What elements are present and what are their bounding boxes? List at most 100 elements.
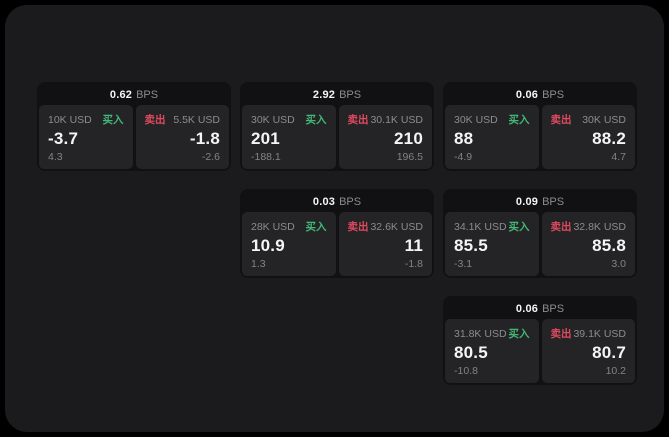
bps-header: 0.06 BPS (445, 84, 635, 105)
quote-card: 0.03 BPS 28K USD 买入 10.9 1.3 卖出 32.6K US… (240, 189, 434, 278)
sell-side-label: 卖出 (550, 221, 572, 233)
bps-unit-label: BPS (339, 88, 362, 101)
sell-side-label: 卖出 (347, 221, 369, 233)
sell-amount: 32.6K USD (370, 220, 423, 233)
quote-card: 0.09 BPS 34.1K USD 买入 85.5 -3.1 卖出 32.8K… (443, 189, 637, 278)
sell-side-label: 卖出 (550, 114, 572, 126)
sell-value: 85.8 (592, 236, 626, 255)
buy-value: -3.7 (48, 129, 79, 148)
sell-delta: 4.7 (611, 151, 626, 163)
buy-delta: -4.9 (454, 151, 473, 163)
sell-value: 210 (394, 129, 423, 148)
sell-side-label: 卖出 (144, 114, 166, 126)
sell-tile[interactable]: 卖出 30.1K USD 210 196.5 (338, 105, 432, 169)
buy-tile[interactable]: 28K USD 买入 10.9 1.3 (242, 212, 336, 276)
sell-tile[interactable]: 卖出 32.8K USD 85.8 3.0 (541, 212, 635, 276)
quote-tiles: 30K USD 买入 201 -188.1 卖出 30.1K USD 210 1… (242, 105, 432, 169)
buy-tile-top: 34.1K USD 买入 (454, 219, 530, 234)
buy-value: 80.5 (454, 343, 488, 362)
bps-unit-label: BPS (339, 195, 362, 208)
sell-tile-top: 卖出 30.1K USD (348, 112, 424, 127)
sell-tile[interactable]: 卖出 30K USD 88.2 4.7 (541, 105, 635, 169)
buy-tile-top: 31.8K USD 买入 (454, 326, 530, 341)
sell-delta: -2.6 (201, 151, 220, 163)
bps-value: 0.06 (515, 302, 539, 315)
buy-delta: -10.8 (454, 365, 478, 377)
buy-delta: -3.1 (454, 258, 473, 270)
sell-amount: 32.8K USD (573, 220, 626, 233)
quote-tiles: 10K USD 买入 -3.7 4.3 卖出 5.5K USD -1.8 -2.… (39, 105, 229, 169)
sell-delta: 196.5 (396, 151, 423, 163)
bps-value: 0.09 (515, 195, 539, 208)
buy-tile-top: 30K USD 买入 (454, 112, 530, 127)
bps-header: 2.92 BPS (242, 84, 432, 105)
sell-tile[interactable]: 卖出 39.1K USD 80.7 10.2 (541, 319, 635, 383)
buy-amount: 10K USD (48, 113, 92, 126)
buy-amount: 30K USD (251, 113, 295, 126)
buy-value: 201 (251, 129, 280, 148)
bps-unit-label: BPS (542, 195, 565, 208)
sell-delta: 10.2 (605, 365, 626, 377)
bps-header: 0.62 BPS (39, 84, 229, 105)
buy-tile-top: 10K USD 买入 (48, 112, 124, 127)
buy-amount: 28K USD (251, 220, 295, 233)
bps-header: 0.03 BPS (242, 191, 432, 212)
quote-tiles: 30K USD 买入 88 -4.9 卖出 30K USD 88.2 4.7 (445, 105, 635, 169)
sell-tile[interactable]: 卖出 5.5K USD -1.8 -2.6 (135, 105, 229, 169)
bps-value: 0.06 (515, 88, 539, 101)
buy-delta: -188.1 (251, 151, 281, 163)
buy-side-label: 买入 (305, 221, 327, 233)
bps-header: 0.06 BPS (445, 298, 635, 319)
buy-side-label: 买入 (508, 221, 530, 233)
quote-card: 0.62 BPS 10K USD 买入 -3.7 4.3 卖出 5.5K USD… (37, 82, 231, 171)
sell-delta: 3.0 (611, 258, 626, 270)
buy-tile-top: 28K USD 买入 (251, 219, 327, 234)
sell-tile[interactable]: 卖出 32.6K USD 11 -1.8 (338, 212, 432, 276)
buy-side-label: 买入 (102, 114, 124, 126)
buy-delta: 4.3 (48, 151, 63, 163)
sell-value: 80.7 (592, 343, 626, 362)
bps-header: 0.09 BPS (445, 191, 635, 212)
quote-card: 0.06 BPS 31.8K USD 买入 80.5 -10.8 卖出 39.1… (443, 296, 637, 385)
buy-delta: 1.3 (251, 258, 266, 270)
sell-tile-top: 卖出 32.6K USD (348, 219, 424, 234)
sell-tile-top: 卖出 32.8K USD (551, 219, 627, 234)
buy-value: 88 (454, 129, 474, 148)
quote-tiles: 34.1K USD 买入 85.5 -3.1 卖出 32.8K USD 85.8… (445, 212, 635, 276)
bps-value: 2.92 (312, 88, 336, 101)
quote-tiles: 31.8K USD 买入 80.5 -10.8 卖出 39.1K USD 80.… (445, 319, 635, 383)
buy-amount: 31.8K USD (454, 327, 507, 340)
bps-value: 0.62 (109, 88, 133, 101)
buy-tile[interactable]: 31.8K USD 买入 80.5 -10.8 (445, 319, 539, 383)
sell-amount: 5.5K USD (173, 113, 220, 126)
cards-grid: 0.62 BPS 10K USD 买入 -3.7 4.3 卖出 5.5K USD… (37, 82, 637, 385)
buy-value: 85.5 (454, 236, 488, 255)
sell-amount: 30K USD (582, 113, 626, 126)
bps-unit-label: BPS (542, 302, 565, 315)
sell-side-label: 卖出 (550, 328, 572, 340)
buy-side-label: 买入 (508, 114, 530, 126)
buy-amount: 34.1K USD (454, 220, 507, 233)
quote-card: 0.06 BPS 30K USD 买入 88 -4.9 卖出 30K USD 8… (443, 82, 637, 171)
buy-side-label: 买入 (305, 114, 327, 126)
buy-amount: 30K USD (454, 113, 498, 126)
buy-tile[interactable]: 34.1K USD 买入 85.5 -3.1 (445, 212, 539, 276)
sell-tile-top: 卖出 30K USD (551, 112, 627, 127)
buy-tile[interactable]: 30K USD 买入 88 -4.9 (445, 105, 539, 169)
sell-value: 88.2 (592, 129, 626, 148)
sell-value: 11 (404, 236, 423, 255)
quote-tiles: 28K USD 买入 10.9 1.3 卖出 32.6K USD 11 -1.8 (242, 212, 432, 276)
sell-delta: -1.8 (404, 258, 423, 270)
sell-amount: 30.1K USD (370, 113, 423, 126)
buy-tile-top: 30K USD 买入 (251, 112, 327, 127)
buy-tile[interactable]: 30K USD 买入 201 -188.1 (242, 105, 336, 169)
buy-tile[interactable]: 10K USD 买入 -3.7 4.3 (39, 105, 133, 169)
buy-side-label: 买入 (508, 328, 530, 340)
sell-tile-top: 卖出 39.1K USD (551, 326, 627, 341)
quote-card: 2.92 BPS 30K USD 买入 201 -188.1 卖出 30.1K … (240, 82, 434, 171)
bps-value: 0.03 (312, 195, 336, 208)
sell-amount: 39.1K USD (573, 327, 626, 340)
sell-tile-top: 卖出 5.5K USD (145, 112, 221, 127)
bps-unit-label: BPS (542, 88, 565, 101)
